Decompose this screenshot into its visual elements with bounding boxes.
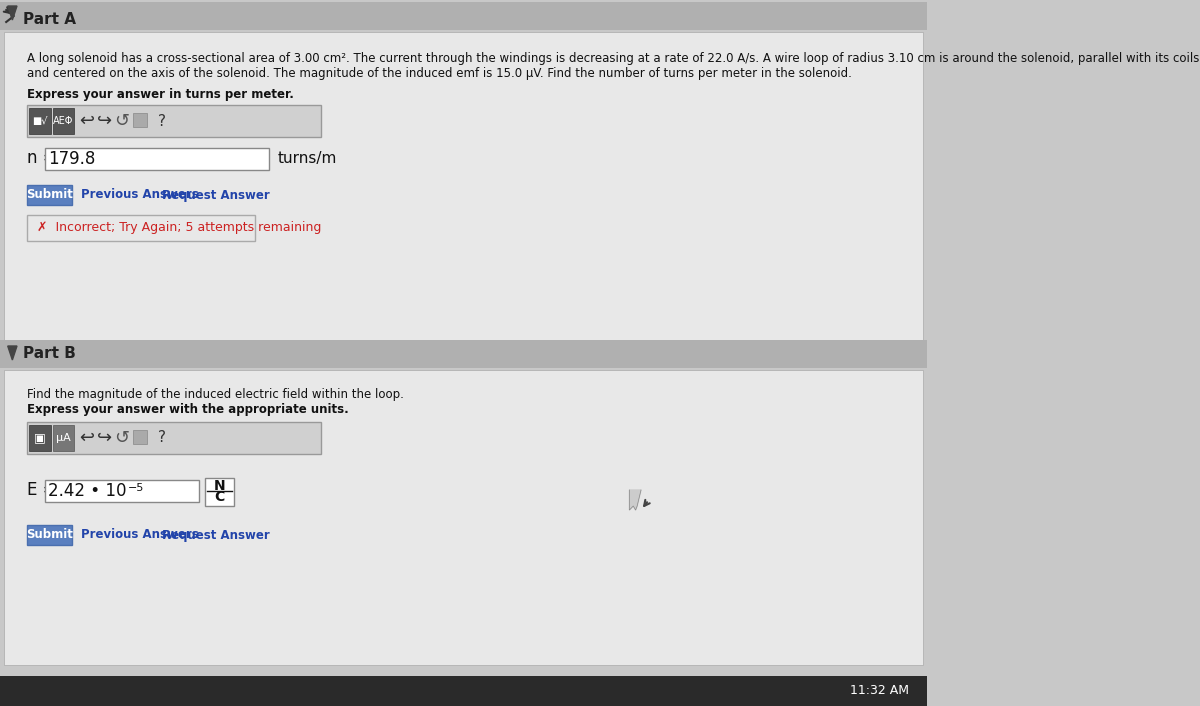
Bar xyxy=(0,676,926,706)
Text: and centered on the axis of the solenoid. The magnitude of the induced emf is 15: and centered on the axis of the solenoid… xyxy=(28,67,852,80)
Text: n =: n = xyxy=(28,149,62,167)
Bar xyxy=(53,108,74,134)
Polygon shape xyxy=(7,346,17,360)
Text: ■√: ■√ xyxy=(32,116,48,126)
Bar xyxy=(28,422,320,454)
Polygon shape xyxy=(630,490,641,510)
Text: 2.42 • 10: 2.42 • 10 xyxy=(48,482,126,500)
Bar xyxy=(29,108,50,134)
Text: ↪: ↪ xyxy=(97,112,112,130)
Text: ↺: ↺ xyxy=(114,112,130,130)
Polygon shape xyxy=(7,6,17,20)
Text: −5: −5 xyxy=(127,483,144,493)
Bar xyxy=(29,425,50,451)
Bar xyxy=(44,480,199,502)
Bar xyxy=(133,430,146,444)
Bar xyxy=(28,215,254,241)
Text: ▣: ▣ xyxy=(35,431,46,445)
Text: C: C xyxy=(215,490,224,504)
Text: AEΦ: AEΦ xyxy=(53,116,73,126)
Bar xyxy=(44,148,269,170)
Bar xyxy=(133,113,146,127)
Text: Part A: Part A xyxy=(23,11,76,27)
Bar xyxy=(205,478,234,506)
Text: turns/m: turns/m xyxy=(278,152,337,167)
Text: Request Answer: Request Answer xyxy=(162,529,270,542)
Text: A long solenoid has a cross-sectional area of 3.00 cm². The current through the : A long solenoid has a cross-sectional ar… xyxy=(28,52,1200,65)
Text: E =: E = xyxy=(28,481,61,499)
Text: Submit: Submit xyxy=(26,189,73,201)
Bar xyxy=(28,105,320,137)
Bar xyxy=(28,525,72,545)
Bar xyxy=(0,2,926,30)
Text: μA: μA xyxy=(56,433,71,443)
Text: 179.8: 179.8 xyxy=(48,150,95,168)
Text: N: N xyxy=(214,479,226,493)
Text: Part B: Part B xyxy=(23,347,76,361)
Text: ↺: ↺ xyxy=(114,429,130,447)
Text: Previous Answers: Previous Answers xyxy=(82,189,199,201)
Text: ?: ? xyxy=(158,431,166,445)
Bar xyxy=(4,370,923,665)
Text: ✗  Incorrect; Try Again; 5 attempts remaining: ✗ Incorrect; Try Again; 5 attempts remai… xyxy=(37,222,322,234)
Text: Request Answer: Request Answer xyxy=(162,189,270,201)
Text: Submit: Submit xyxy=(26,529,73,542)
Bar xyxy=(0,340,926,368)
Text: ↪: ↪ xyxy=(97,429,112,447)
Bar xyxy=(53,425,74,451)
Text: ↩: ↩ xyxy=(79,429,94,447)
Text: ↩: ↩ xyxy=(79,112,94,130)
Text: 11:32 AM: 11:32 AM xyxy=(850,685,908,698)
Text: Express your answer with the appropriate units.: Express your answer with the appropriate… xyxy=(28,403,349,416)
Text: Express your answer in turns per meter.: Express your answer in turns per meter. xyxy=(28,88,294,101)
Bar xyxy=(28,185,72,205)
Text: Find the magnitude of the induced electric field within the loop.: Find the magnitude of the induced electr… xyxy=(28,388,404,401)
Bar xyxy=(4,32,923,342)
Text: ?: ? xyxy=(158,114,166,128)
Text: Previous Answers: Previous Answers xyxy=(82,529,199,542)
